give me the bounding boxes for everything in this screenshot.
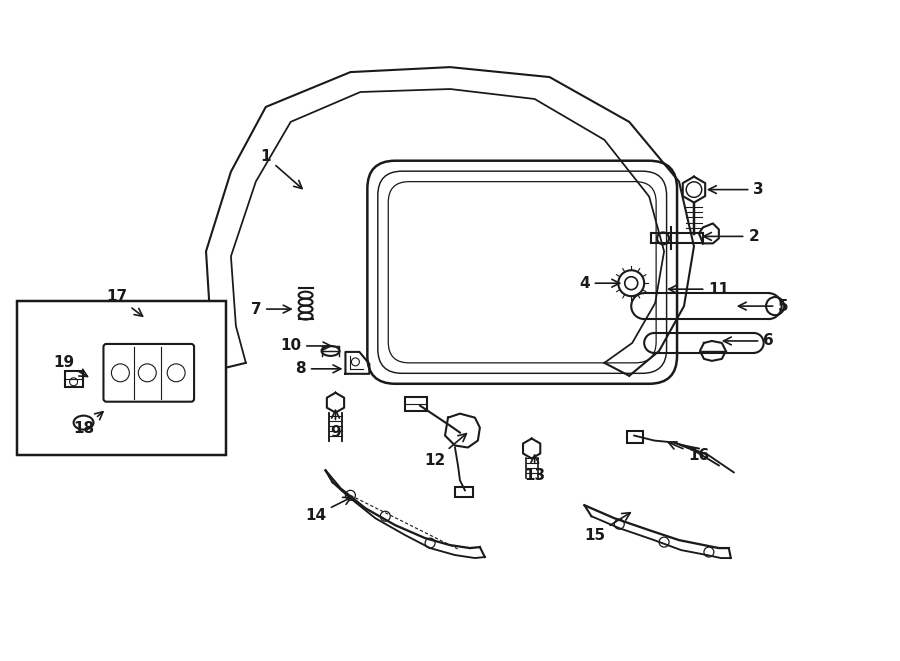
Text: 8: 8 xyxy=(295,362,341,376)
Bar xyxy=(405,397,428,410)
Text: 5: 5 xyxy=(738,299,789,313)
Text: 15: 15 xyxy=(584,513,630,543)
Text: 17: 17 xyxy=(106,289,142,316)
Text: 7: 7 xyxy=(250,301,291,317)
Text: 16: 16 xyxy=(669,442,709,463)
Text: 1: 1 xyxy=(260,149,302,188)
Text: 4: 4 xyxy=(579,276,619,291)
Bar xyxy=(65,371,83,387)
Text: 3: 3 xyxy=(708,182,764,197)
Text: 14: 14 xyxy=(305,497,351,523)
Text: 10: 10 xyxy=(280,338,331,354)
Bar xyxy=(627,430,644,442)
Text: 9: 9 xyxy=(330,410,341,440)
Bar xyxy=(455,487,472,497)
Text: 12: 12 xyxy=(425,434,466,468)
Bar xyxy=(17,301,226,455)
Text: 2: 2 xyxy=(704,229,759,244)
Text: 11: 11 xyxy=(669,282,729,297)
Text: 6: 6 xyxy=(724,333,774,348)
Text: 18: 18 xyxy=(73,412,103,436)
Text: 13: 13 xyxy=(524,455,545,483)
Text: 19: 19 xyxy=(53,356,87,377)
